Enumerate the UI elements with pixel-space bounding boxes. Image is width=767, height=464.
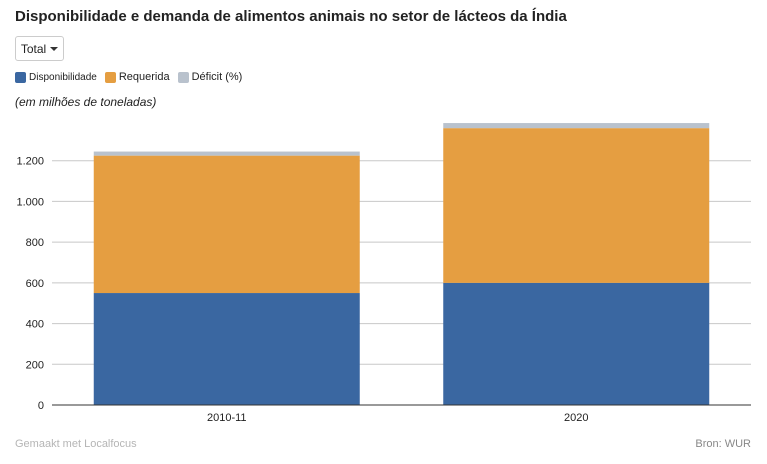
legend-item-requerida[interactable]: Requerida [104, 71, 170, 83]
bar-deficit [443, 123, 710, 129]
y-tick-label: 1.000 [16, 196, 44, 208]
y-tick-label: 400 [26, 319, 44, 331]
bar-deficit [93, 151, 360, 156]
y-tick-label: 1.200 [16, 156, 44, 168]
legend-label-disponibilidade: Disponibilidade [29, 71, 97, 83]
y-tick-label: 800 [26, 237, 44, 249]
bar-requerida [443, 128, 710, 283]
y-tick-label: 600 [26, 278, 44, 290]
chart-legend: Disponibilidade Requerida Déficit (%) [15, 71, 250, 83]
chart-title: Disponibilidade e demanda de alimentos a… [15, 8, 567, 25]
y-tick-label: 0 [38, 400, 44, 412]
legend-swatch-deficit [177, 71, 189, 83]
legend-label-deficit: Déficit (%) [191, 71, 243, 83]
caret-down-icon [50, 46, 59, 51]
x-tick-label: 2010-11 [207, 412, 247, 424]
x-tick-label: 2020 [564, 412, 588, 424]
footer-source: Bron: WUR [695, 438, 751, 450]
legend-item-disponibilidade[interactable]: Disponibilidade [15, 71, 97, 83]
legend-label-requerida: Requerida [118, 71, 170, 83]
dropdown-label: Total [20, 41, 47, 56]
total-dropdown[interactable]: Total [15, 36, 64, 61]
legend-swatch-requerida [104, 71, 116, 83]
footer-made-with[interactable]: Gemaakt met Localfocus [15, 438, 137, 450]
bar-requerida [93, 155, 360, 294]
bar-disponibilidade [93, 293, 360, 405]
legend-item-deficit[interactable]: Déficit (%) [177, 71, 243, 83]
chart-subtitle: (em milhões de toneladas) [15, 95, 157, 109]
y-tick-label: 200 [26, 359, 44, 371]
legend-swatch-disponibilidade [15, 71, 26, 83]
bar-disponibilidade [443, 282, 710, 405]
